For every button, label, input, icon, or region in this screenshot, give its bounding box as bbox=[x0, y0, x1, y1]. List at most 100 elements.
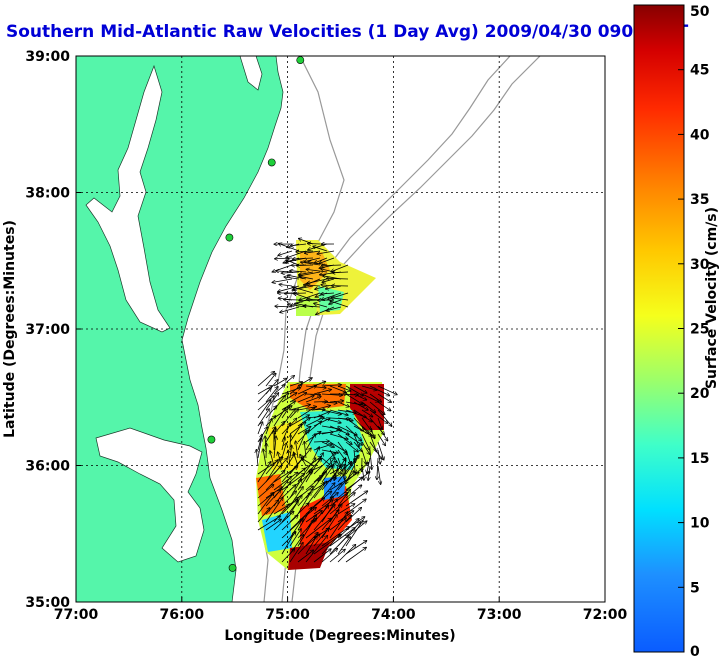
velocity-arrow bbox=[305, 498, 324, 515]
velocity-arrow bbox=[329, 433, 348, 439]
velocity-arrow bbox=[329, 401, 343, 402]
velocity-arrow bbox=[329, 493, 348, 507]
velocity-arrow bbox=[362, 465, 364, 480]
velocity-arrow bbox=[294, 285, 314, 290]
velocity-arrow bbox=[317, 250, 335, 254]
velocity-arrow bbox=[273, 504, 289, 523]
velocity-arrow bbox=[345, 441, 358, 452]
velocity-arrow bbox=[353, 409, 372, 422]
velocity-arrow bbox=[273, 408, 286, 427]
velocity-arrow bbox=[321, 549, 337, 563]
velocity-arrow bbox=[289, 393, 306, 403]
velocity-arrow bbox=[331, 264, 349, 272]
velocity-arrow bbox=[353, 393, 366, 400]
velocity-arrows bbox=[256, 239, 396, 563]
y-tick-label: 38:00 bbox=[25, 186, 70, 202]
velocity-arrow bbox=[313, 481, 327, 499]
velocity-arrow bbox=[281, 409, 295, 427]
velocity-arrow bbox=[297, 265, 314, 266]
velocity-arrow bbox=[321, 441, 334, 447]
velocity-arrow bbox=[329, 483, 342, 499]
velocity-arrow bbox=[321, 449, 338, 453]
velocity-arrow bbox=[265, 393, 278, 411]
velocity-arrow bbox=[321, 483, 335, 499]
velocity-arrow bbox=[281, 501, 298, 523]
x-tick-label: 75:00 bbox=[265, 607, 310, 623]
velocity-arrow bbox=[289, 518, 303, 539]
velocity-arrow bbox=[273, 477, 291, 499]
velocity-arrow bbox=[305, 536, 327, 563]
velocity-arrow bbox=[265, 406, 277, 419]
velocity-arrow bbox=[369, 385, 389, 396]
velocity-arrow bbox=[377, 417, 382, 429]
velocity-arrow bbox=[337, 417, 353, 421]
velocity-arrow bbox=[265, 419, 272, 435]
velocity-arrow bbox=[297, 457, 321, 475]
velocity-arrow bbox=[337, 522, 360, 547]
x-tick-label: 77:00 bbox=[54, 607, 99, 623]
velocity-arrow bbox=[337, 504, 354, 515]
velocity-arrow bbox=[281, 437, 285, 451]
velocity-arrow bbox=[313, 441, 329, 442]
velocity-arrow bbox=[337, 537, 350, 555]
station-markers bbox=[207, 56, 305, 572]
velocity-arrow bbox=[354, 449, 355, 462]
velocity-arrow bbox=[288, 450, 290, 467]
velocity-arrow bbox=[345, 485, 362, 499]
velocity-arrow bbox=[345, 491, 367, 507]
velocity-arrow bbox=[299, 271, 321, 276]
velocity-arrow bbox=[257, 439, 262, 459]
velocity-arrow bbox=[289, 405, 310, 411]
velocity-arrow bbox=[321, 430, 341, 435]
velocity-arrow bbox=[293, 258, 314, 259]
velocity-arrow bbox=[361, 393, 378, 402]
velocity-arrow bbox=[329, 449, 340, 466]
velocity-arrow bbox=[344, 457, 347, 476]
velocity-arrow bbox=[265, 373, 276, 387]
velocity-arrow bbox=[313, 412, 330, 419]
velocity-arrow bbox=[321, 497, 333, 515]
velocity-arrow bbox=[329, 409, 348, 415]
velocity-arrow bbox=[345, 548, 366, 563]
velocity-arrow bbox=[368, 465, 370, 480]
velocity-arrow bbox=[281, 407, 289, 419]
velocity-arrow bbox=[361, 385, 377, 390]
velocity-arrow bbox=[322, 278, 335, 282]
velocity-arrow bbox=[289, 409, 298, 419]
velocity-arrow bbox=[327, 278, 349, 279]
velocity-arrow bbox=[321, 515, 337, 539]
velocity-arrow bbox=[305, 250, 321, 253]
velocity-arrow bbox=[370, 449, 372, 469]
velocity-arrow bbox=[345, 521, 363, 547]
velocity-arrow bbox=[377, 433, 385, 445]
velocity-arrow bbox=[289, 487, 303, 507]
velocity-arrow bbox=[330, 301, 349, 308]
velocity-arrow bbox=[313, 453, 335, 475]
velocity-arrow bbox=[289, 543, 303, 563]
velocity-arrow bbox=[345, 508, 361, 523]
velocity-arrow bbox=[275, 306, 293, 307]
velocity-arrow bbox=[273, 472, 298, 491]
delaware-bay bbox=[239, 56, 263, 91]
velocity-arrow bbox=[353, 385, 367, 393]
velocity-arrow bbox=[286, 250, 307, 258]
velocity-arrow bbox=[281, 443, 286, 459]
velocity-arrow bbox=[290, 271, 307, 272]
velocity-arrow bbox=[289, 385, 302, 395]
velocity-arrow bbox=[354, 457, 355, 473]
velocity-arrow bbox=[305, 396, 321, 403]
station-marker bbox=[296, 56, 305, 64]
velocity-arrow bbox=[263, 449, 267, 467]
velocity-arrow bbox=[337, 401, 349, 407]
velocity-arrow bbox=[289, 382, 302, 387]
velocity-arrow bbox=[318, 465, 331, 481]
velocity-arrow bbox=[377, 449, 380, 464]
velocity-arrow bbox=[369, 401, 385, 414]
velocity-arrow bbox=[301, 458, 315, 467]
velocity-arrow bbox=[345, 472, 370, 491]
velocity-arrow bbox=[303, 306, 321, 307]
velocity-arrow bbox=[369, 441, 382, 459]
velocity-arrow bbox=[297, 378, 312, 387]
velocity-arrow bbox=[289, 503, 309, 523]
